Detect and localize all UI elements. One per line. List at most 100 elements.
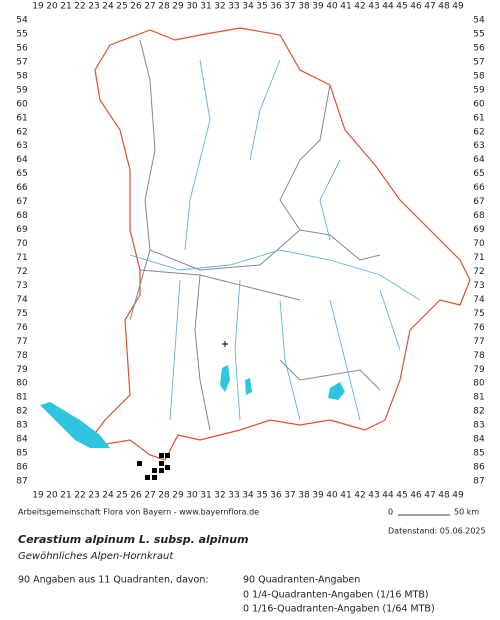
row-label-right: 79 (473, 365, 485, 375)
row-label-right: 62 (473, 127, 484, 137)
scale-end: 50 km (454, 508, 479, 517)
occurrence (145, 475, 150, 480)
row-label-left: 76 (16, 323, 28, 333)
row-label-right: 83 (473, 421, 484, 431)
row-label-right: 85 (473, 449, 484, 459)
column-label-bottom: 40 (326, 491, 338, 501)
lake (245, 378, 252, 395)
grid-labels: 1919202021212222232324242525262627272828… (16, 2, 485, 501)
row-label-left: 84 (16, 435, 28, 445)
column-label-top: 42 (354, 2, 365, 12)
row-label-right: 55 (473, 29, 484, 39)
column-label-top: 48 (438, 2, 450, 12)
row-label-right: 76 (473, 323, 485, 333)
species-subtitle: Gewöhnliches Alpen-Hornkraut (18, 551, 174, 562)
row-label-right: 72 (473, 267, 484, 277)
row-label-right: 63 (473, 141, 484, 151)
column-label-top: 38 (298, 2, 310, 12)
column-label-top: 46 (410, 2, 422, 12)
column-label-top: 29 (172, 2, 184, 12)
map (40, 27, 471, 480)
row-label-right: 59 (473, 85, 485, 95)
row-label-right: 70 (473, 239, 485, 249)
row-label-left: 61 (16, 113, 27, 123)
row-label-left: 65 (16, 169, 27, 179)
row-label-left: 79 (16, 365, 28, 375)
row-label-left: 78 (16, 351, 28, 361)
row-label-left: 75 (16, 309, 27, 319)
row-label-left: 58 (16, 71, 28, 81)
row-label-left: 67 (16, 197, 27, 207)
row-label-right: 54 (473, 16, 485, 26)
column-label-top: 43 (368, 2, 379, 12)
column-label-top: 36 (270, 2, 282, 12)
occurrence (165, 453, 170, 458)
column-label-top: 23 (88, 2, 99, 12)
column-label-bottom: 37 (284, 491, 295, 501)
row-label-left: 87 (16, 477, 27, 487)
column-label-bottom: 44 (382, 491, 394, 501)
column-label-bottom: 19 (32, 491, 44, 501)
row-label-right: 69 (473, 225, 485, 235)
row-label-left: 85 (16, 449, 27, 459)
column-label-bottom: 22 (74, 491, 85, 501)
column-label-bottom: 49 (452, 491, 464, 501)
occurrence (152, 475, 157, 480)
row-label-left: 70 (16, 239, 28, 249)
column-label-bottom: 36 (270, 491, 282, 501)
stats-line: 90 Quadranten-Angaben (243, 575, 360, 586)
column-label-top: 49 (452, 2, 464, 12)
row-label-right: 82 (473, 407, 484, 417)
district-borders (129, 39, 381, 431)
column-label-bottom: 20 (46, 491, 58, 501)
occurrence (159, 453, 164, 458)
row-label-right: 74 (473, 295, 485, 305)
row-label-right: 77 (473, 337, 484, 347)
row-label-left: 72 (16, 267, 27, 277)
row-label-left: 71 (16, 253, 27, 263)
column-label-bottom: 46 (410, 491, 422, 501)
column-label-top: 34 (242, 2, 254, 12)
column-label-bottom: 23 (88, 491, 99, 501)
row-label-left: 62 (16, 127, 27, 137)
occurrence (159, 468, 164, 473)
row-label-right: 60 (473, 99, 485, 109)
column-label-bottom: 45 (396, 491, 407, 501)
credit: Arbeitsgemeinschaft Flora von Bayern - w… (18, 508, 259, 517)
row-label-left: 63 (16, 141, 27, 151)
column-label-top: 22 (74, 2, 85, 12)
row-label-left: 77 (16, 337, 27, 347)
column-label-bottom: 47 (424, 491, 435, 501)
lake (220, 365, 230, 392)
row-label-left: 64 (16, 155, 28, 165)
row-label-right: 81 (473, 393, 484, 403)
column-label-bottom: 42 (354, 491, 365, 501)
row-label-left: 55 (16, 29, 27, 39)
row-label-right: 61 (473, 113, 484, 123)
species-title: Cerastium alpinum L. subsp. alpinum (18, 533, 249, 546)
row-label-right: 84 (473, 435, 485, 445)
row-label-left: 86 (16, 463, 28, 473)
row-label-right: 80 (473, 379, 485, 389)
column-label-bottom: 31 (200, 491, 211, 501)
occurrence (152, 468, 157, 473)
row-label-right: 71 (473, 253, 484, 263)
column-label-bottom: 41 (340, 491, 351, 501)
lake (328, 382, 345, 400)
column-label-bottom: 34 (242, 491, 254, 501)
column-label-top: 37 (284, 2, 295, 12)
column-label-top: 39 (312, 2, 324, 12)
row-label-right: 86 (473, 463, 485, 473)
occurrence (137, 461, 142, 466)
row-label-left: 82 (16, 407, 27, 417)
column-label-bottom: 48 (438, 491, 450, 501)
column-label-top: 30 (186, 2, 198, 12)
row-label-right: 78 (473, 351, 485, 361)
column-label-top: 44 (382, 2, 394, 12)
column-label-bottom: 43 (368, 491, 379, 501)
column-label-top: 41 (340, 2, 351, 12)
row-label-left: 57 (16, 57, 27, 67)
column-label-top: 26 (130, 2, 142, 12)
column-label-bottom: 35 (256, 491, 267, 501)
column-label-top: 27 (144, 2, 155, 12)
